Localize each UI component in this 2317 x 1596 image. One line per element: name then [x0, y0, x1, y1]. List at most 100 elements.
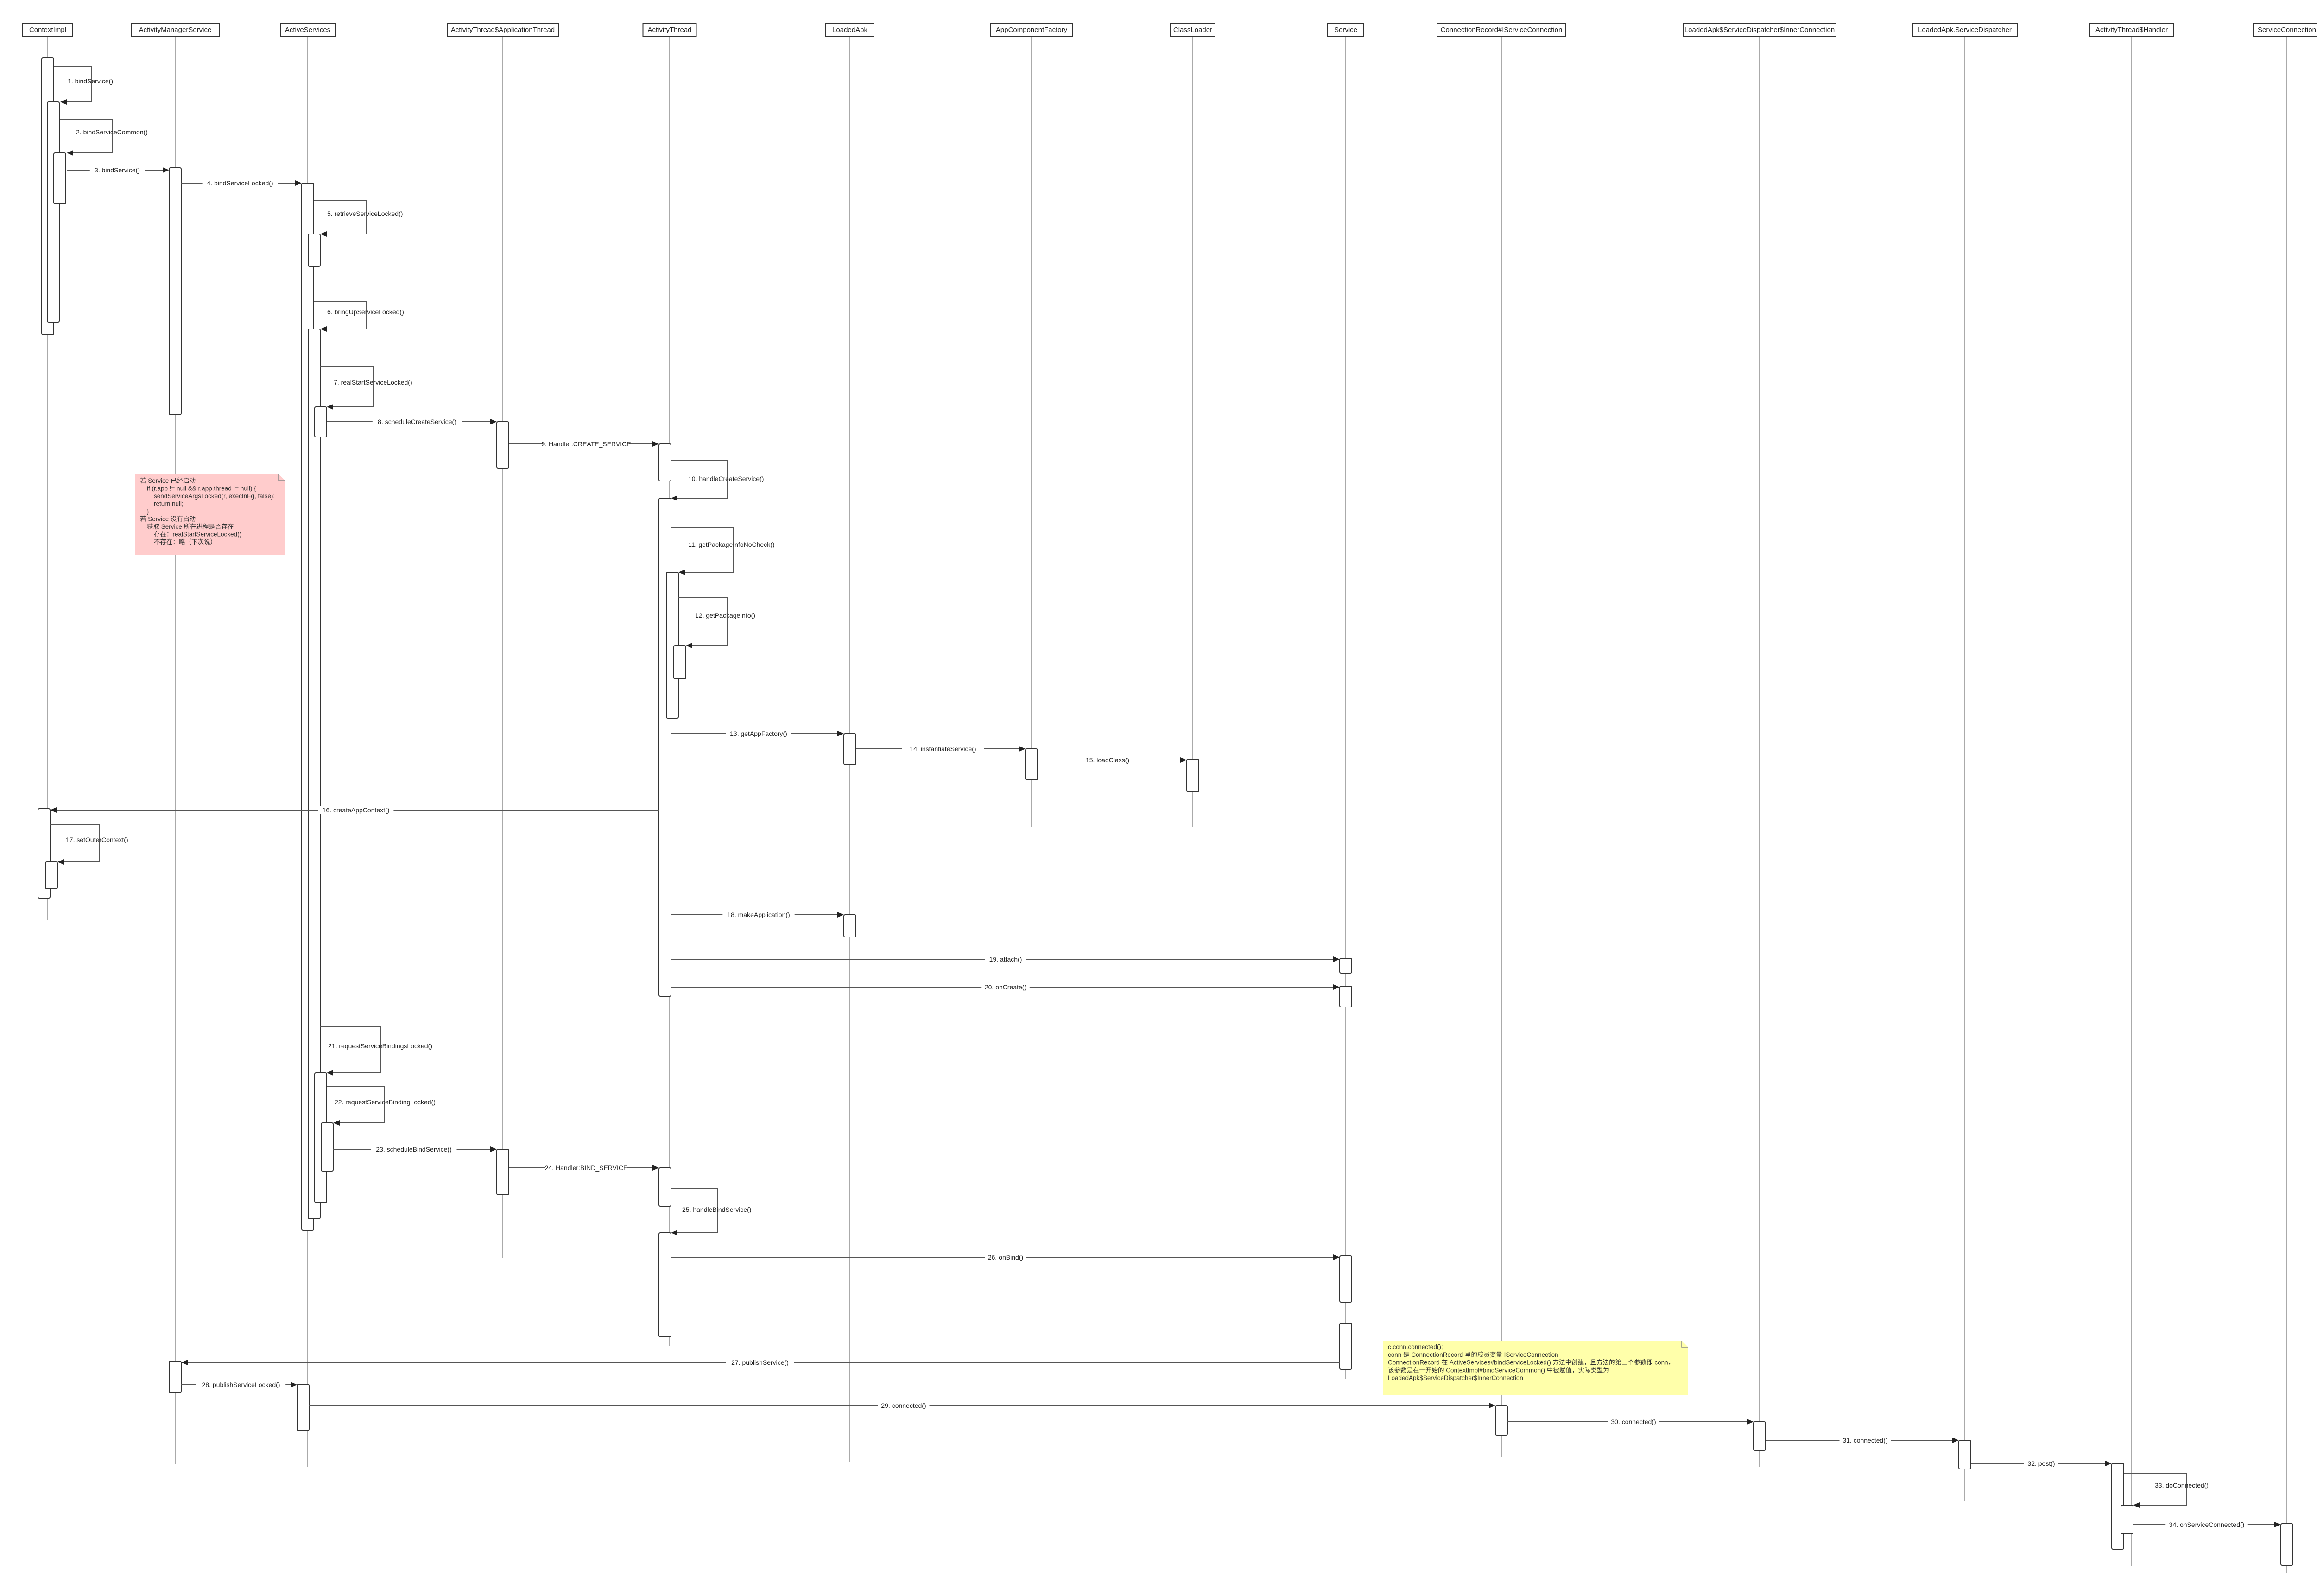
- message-label: 14. instantiateService(): [910, 745, 976, 753]
- activation-bar: [2121, 1505, 2133, 1534]
- message-arrow: 8. scheduleCreateService(): [327, 418, 497, 425]
- activation-bar: [308, 234, 321, 267]
- participant-label: ActivityThread$ApplicationThread: [451, 26, 555, 34]
- participant-box: [642, 23, 697, 37]
- message-label: 26. onBind(): [988, 1254, 1023, 1261]
- message-label: 13. getAppFactory(): [730, 730, 787, 737]
- message-label: 16. createAppContext(): [323, 806, 390, 814]
- participant-header: ClassLoader: [1170, 23, 1215, 37]
- activation-bar: [843, 914, 856, 937]
- message-arrow: 18. makeApplication(): [671, 911, 844, 918]
- message-label: 32. post(): [2027, 1460, 2055, 1467]
- message-label: 5. retrieveServiceLocked(): [327, 210, 403, 217]
- activation-bar: [45, 861, 58, 889]
- message-arrow: 20. onCreate(): [671, 983, 1340, 991]
- message-arrow: 6. bringUpServiceLocked(): [314, 301, 404, 332]
- message-label: 2. bindServiceCommon(): [76, 128, 148, 136]
- participant-header: Service: [1327, 23, 1364, 37]
- participant-header: LoadedApk$ServiceDispatcher$InnerConnect…: [1683, 23, 1836, 37]
- message-label: 8. scheduleCreateService(): [378, 418, 456, 425]
- message-arrow: 26. onBind(): [671, 1254, 1340, 1261]
- participant-box: [280, 23, 336, 37]
- activation-bar: [47, 101, 60, 323]
- message-label: 3. bindService(): [95, 166, 140, 174]
- message-label: 20. onCreate(): [985, 983, 1026, 991]
- message-label: 30. connected(): [1611, 1418, 1656, 1425]
- participant-header: ActivityThread$Handler: [2089, 23, 2174, 37]
- message-label: 21. requestServiceBindingsLocked(): [328, 1042, 432, 1050]
- message-label: 19. attach(): [989, 956, 1022, 963]
- participant-label: LoadedApk: [832, 26, 867, 34]
- message-arrow: 5. retrieveServiceLocked(): [314, 200, 403, 237]
- message-arrow: 30. connected(): [1507, 1418, 1754, 1425]
- participant-box: [131, 23, 220, 37]
- message-arrow: 17. setOuterContext(): [50, 824, 128, 865]
- message-arrow: 2. bindServiceCommon(): [60, 119, 148, 156]
- note-line: return null;: [140, 500, 184, 507]
- note-line: ConnectionRecord 在 ActiveServices#bindSe…: [1388, 1359, 1674, 1366]
- participant-header: ServiceConnection: [2253, 23, 2317, 37]
- message-arrow: 10. handleCreateService(): [671, 460, 764, 501]
- activation-bar: [308, 329, 321, 1219]
- note-line: 若 Service 已经启动: [140, 477, 196, 484]
- message-label: 33. doConnected(): [2155, 1482, 2209, 1489]
- note-line: sendServiceArgsLocked(r, execInFg, false…: [140, 493, 275, 500]
- activation-bar: [169, 167, 182, 415]
- note-line: }: [140, 508, 149, 515]
- message-arrow: 21. requestServiceBindingsLocked(): [320, 1026, 432, 1076]
- message-arrow: 31. connected(): [1766, 1437, 1959, 1444]
- participant-header: ContextImpl: [22, 23, 73, 37]
- activation-bar: [314, 406, 327, 437]
- activation-bar: [1339, 958, 1352, 974]
- participant-label: ContextImpl: [29, 26, 66, 34]
- note-line: LoadedApk$ServiceDispatcher$InnerConnect…: [1388, 1374, 1523, 1381]
- activation-bar: [53, 152, 66, 204]
- participant-box: [1170, 23, 1215, 37]
- message-label: 11. getPackageInfoNoCheck(): [688, 541, 775, 548]
- message-label: 24. Handler:BIND_SERVICE: [545, 1164, 628, 1172]
- message-label: 6. bringUpServiceLocked(): [327, 308, 404, 316]
- activation-bar: [297, 1384, 310, 1431]
- participant-header: LoadedApk.ServiceDispatcher: [1912, 23, 2018, 37]
- participant-box: [1327, 23, 1364, 37]
- activation-bar: [169, 1361, 182, 1393]
- message-arrow: 27. publishService(): [181, 1359, 1340, 1366]
- message-arrow: 16. createAppContext(): [50, 806, 659, 814]
- activation-bar: [496, 421, 509, 469]
- participant-box: [2089, 23, 2174, 37]
- participant-header: LoadedApk: [825, 23, 874, 37]
- message-label: 23. scheduleBindService(): [376, 1146, 451, 1153]
- participant-box: [1437, 23, 1566, 37]
- message-arrow: 33. doConnected(): [2124, 1473, 2209, 1508]
- activation-bar: [1339, 986, 1352, 1007]
- participant-header: ActivityThread$ApplicationThread: [447, 23, 559, 37]
- note: c.conn.connected();conn 是 ConnectionReco…: [1383, 1341, 1688, 1395]
- participant-box: [990, 23, 1073, 37]
- activation-bar: [2280, 1523, 2293, 1566]
- participant-box: [2253, 23, 2317, 37]
- message-arrow: 9. Handler:CREATE_SERVICE: [509, 440, 659, 448]
- note-line: 获取 Service 所在进程是否存在: [140, 523, 234, 530]
- activation-bar: [321, 1122, 334, 1172]
- participant-label: ConnectionRecord#IServiceConnection: [1441, 26, 1563, 34]
- message-arrow: 25. handleBindService(): [671, 1188, 751, 1235]
- message-arrow: 28. publishServiceLocked(): [181, 1381, 297, 1388]
- activation-bar: [658, 1167, 671, 1207]
- participant-header: ConnectionRecord#IServiceConnection: [1437, 23, 1566, 37]
- message-label: 29. connected(): [881, 1402, 926, 1409]
- message-arrow: 29. connected(): [309, 1402, 1495, 1409]
- message-arrow: 13. getAppFactory(): [671, 730, 844, 737]
- note-line: 若 Service 没有启动: [140, 516, 196, 523]
- activation-bar: [1186, 759, 1199, 792]
- message-label: 10. handleCreateService(): [688, 475, 764, 482]
- note-line: c.conn.connected();: [1388, 1343, 1443, 1350]
- participant-header: AppComponentFactory: [990, 23, 1073, 37]
- activation-bar: [843, 733, 856, 765]
- note-line: 存在：realStartServiceLocked(): [140, 531, 241, 538]
- message-label: 31. connected(): [1842, 1437, 1887, 1444]
- activation-bar: [658, 1232, 671, 1337]
- participant-label: ActivityManagerService: [139, 26, 212, 34]
- message-arrow: 1. bindService(): [54, 66, 113, 105]
- message-arrow: 24. Handler:BIND_SERVICE: [509, 1164, 659, 1172]
- activation-bar: [1753, 1421, 1766, 1451]
